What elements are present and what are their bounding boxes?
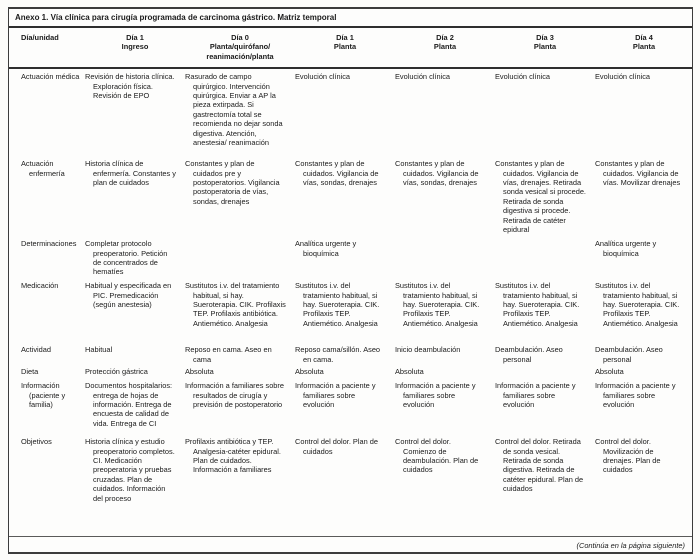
table-cell: Protección gástrica	[85, 367, 148, 377]
table-cell: Analítica urgente y bioquímica	[595, 239, 657, 258]
table-row-objetivos: Objetivos Historia clínica y estudio pre…	[9, 434, 692, 518]
table-row-actuacion-enfermeria: Actuación enfermería Historia clínica de…	[9, 156, 692, 236]
table-cell	[495, 364, 595, 378]
clinical-pathway-table: Día/unidad Día 1 Ingreso Día 0 Planta/qu…	[9, 28, 692, 518]
table-cell: Inicio deambulación	[395, 345, 461, 355]
table-row-actuacion-medica: Actuación médica Revisión de historia cl…	[9, 68, 692, 156]
table-cell: Revisión de historia clínica. Exploració…	[85, 72, 175, 101]
table-cell: Constantes y plan de cuidados pre y post…	[185, 159, 280, 206]
table-cell	[395, 236, 495, 278]
column-header-dia3-planta: Día 3 Planta	[495, 28, 595, 70]
table-cell: Sustitutos i.v. del tratamiento habitual…	[185, 281, 286, 328]
table-cell: Absoluta	[295, 367, 324, 377]
table-cell: Control del dolor. Comienzo de deambulac…	[395, 437, 479, 475]
table-row-dieta: Dieta Protección gástrica Absoluta Absol…	[9, 364, 692, 378]
footer-bar: (Continúa en la página siguiente)	[9, 536, 692, 552]
table-cell: Profilaxis antibiótica y TEP. Analgesia-…	[185, 437, 281, 475]
table-cell: Absoluta	[395, 367, 424, 377]
table-cell: Control del dolor. Plan de cuidados	[295, 437, 378, 456]
table-cell: Deambulación. Aseo personal	[495, 345, 563, 364]
continuation-note: (Continúa en la página siguiente)	[576, 541, 685, 550]
table-cell: Información a paciente y familiares sobr…	[295, 381, 376, 410]
table-cell	[185, 236, 295, 278]
table-cell: Evolución clínica	[295, 72, 351, 82]
column-header-dia0: Día 0 Planta/quirófano/ reanimación/plan…	[185, 28, 295, 70]
column-header-dia-unidad: Día/unidad	[9, 28, 85, 70]
row-label: Dieta	[21, 367, 39, 377]
table-cell: Habitual	[85, 345, 113, 355]
table-row-medicacion: Medicación Habitual y especificada en PI…	[9, 278, 692, 342]
table-cell: Control del dolor. Movilización de drena…	[595, 437, 661, 475]
row-label: Objetivos	[21, 437, 52, 447]
table-cell: Sustitutos i.v. del tratamiento habitual…	[395, 281, 480, 328]
table-cell: Constantes y plan de cuidados. Vigilanci…	[395, 159, 479, 188]
table-cell: Historia clínica y estudio preoperatorio…	[85, 437, 175, 503]
table-cell: Documentos hospitalarios: entrega de hoj…	[85, 381, 173, 428]
table-cell: Absoluta	[185, 367, 214, 377]
header-row: Día/unidad Día 1 Ingreso Día 0 Planta/qu…	[9, 28, 692, 70]
table-cell: Información a familiares sobre resultado…	[185, 381, 284, 410]
column-header-dia4-planta: Día 4 Planta	[595, 28, 692, 70]
table-cell: Evolución clínica	[395, 72, 451, 82]
row-label: Actividad	[21, 345, 51, 355]
table-cell: Información a paciente y familiares sobr…	[495, 381, 576, 410]
table-cell: Constantes y plan de cuidados. Vigilanci…	[595, 159, 681, 188]
table-cell: Historia clínica de enfermería. Constant…	[85, 159, 176, 188]
row-label: Determinaciones	[21, 239, 77, 249]
table-cell: Sustitutos i.v. del tratamiento habitual…	[295, 281, 380, 328]
table-cell: Evolución clínica	[495, 72, 551, 82]
row-label: Información (paciente y familia)	[21, 381, 66, 410]
table-cell: Información a paciente y familiares sobr…	[595, 381, 676, 410]
table-cell: Información a paciente y familiares sobr…	[395, 381, 476, 410]
table-cell: Sustitutos i.v. del tratamiento habitual…	[595, 281, 680, 328]
table-frame: Anexo 1. Vía clínica para cirugía progra…	[8, 7, 693, 554]
table-row-actividad: Actividad Habitual Reposo en cama. Aseo …	[9, 342, 692, 364]
table-cell: Absoluta	[595, 367, 624, 377]
table-cell: Rasurado de campo quirúrgico. Intervenci…	[185, 72, 283, 148]
table-cell: Reposo en cama. Aseo en cama	[185, 345, 272, 364]
table-cell: Analítica urgente y bioquímica	[295, 239, 357, 258]
table-cell: Deambulación. Aseo personal	[595, 345, 663, 364]
row-label: Actuación enfermería	[21, 159, 65, 178]
table-cell: Completar protocolo preoperatorio. Petic…	[85, 239, 168, 277]
table-cell: Constantes y plan de cuidados. Vigilanci…	[495, 159, 586, 235]
table-row-determinaciones: Determinaciones Completar protocolo preo…	[9, 236, 692, 278]
table-row-informacion: Información (paciente y familia) Documen…	[9, 378, 692, 434]
row-label: Actuación médica	[21, 72, 80, 82]
row-label: Medicación	[21, 281, 59, 291]
column-header-dia1-planta: Día 1 Planta	[295, 28, 395, 70]
column-header-dia1-ingreso: Día 1 Ingreso	[85, 28, 185, 70]
table-cell: Evolución clínica	[595, 72, 651, 82]
table-cell	[495, 236, 595, 278]
spacer	[9, 518, 692, 536]
table-cell: Habitual y especificada en PIC. Premedic…	[85, 281, 172, 310]
table-cell: Sustitutos i.v. del tratamiento habitual…	[495, 281, 580, 328]
table-title: Anexo 1. Vía clínica para cirugía progra…	[9, 9, 692, 28]
table-cell: Reposo cama/sillón. Aseo en cama.	[295, 345, 381, 364]
column-header-dia2-planta: Día 2 Planta	[395, 28, 495, 70]
table-cell: Constantes y plan de cuidados. Vigilanci…	[295, 159, 379, 188]
table-cell: Control del dolor. Retirada de sonda ves…	[495, 437, 584, 494]
